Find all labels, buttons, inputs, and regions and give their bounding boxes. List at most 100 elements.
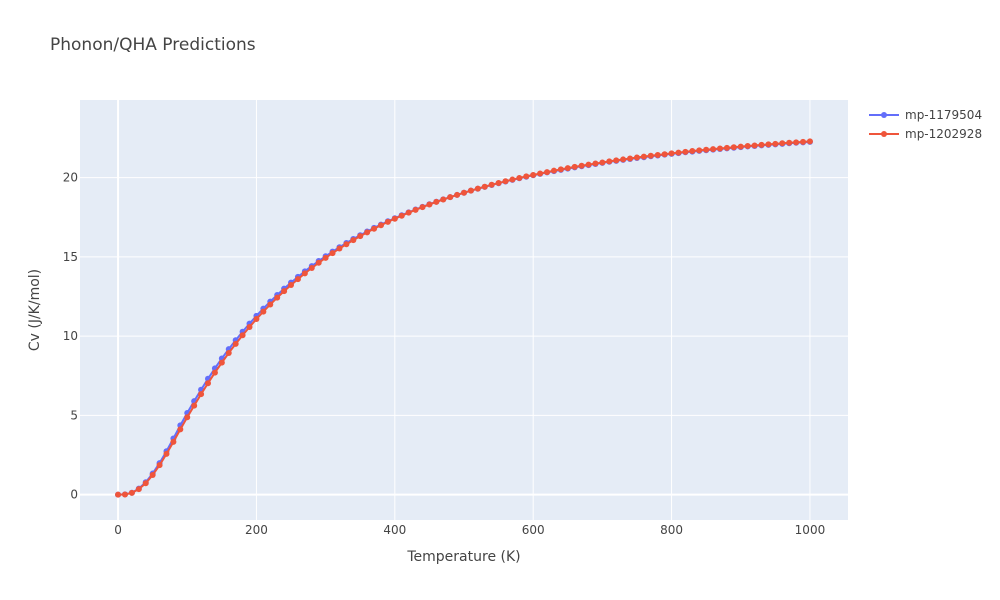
data-point[interactable] [211, 369, 218, 376]
data-point[interactable] [530, 171, 537, 178]
data-point[interactable] [765, 141, 772, 148]
data-point[interactable] [371, 225, 378, 232]
data-point[interactable] [523, 173, 530, 180]
data-point[interactable] [115, 491, 122, 498]
data-point[interactable] [737, 143, 744, 150]
data-point[interactable] [350, 237, 357, 244]
data-point[interactable] [135, 486, 142, 493]
data-point[interactable] [730, 144, 737, 151]
data-point[interactable] [433, 198, 440, 205]
data-point[interactable] [447, 194, 454, 201]
data-point[interactable] [170, 438, 177, 445]
data-point[interactable] [599, 159, 606, 166]
data-point[interactable] [516, 174, 523, 181]
data-point[interactable] [322, 254, 329, 261]
data-point[interactable] [689, 148, 696, 155]
data-point[interactable] [121, 491, 128, 498]
data-point[interactable] [177, 426, 184, 433]
data-point[interactable] [419, 204, 426, 211]
data-point[interactable] [246, 323, 253, 330]
data-point[interactable] [301, 270, 308, 277]
data-point[interactable] [343, 241, 350, 248]
data-point[interactable] [260, 308, 267, 315]
legend[interactable]: mp-1179504 mp-1202928 [869, 108, 982, 141]
data-point[interactable] [184, 414, 191, 421]
data-point[interactable] [800, 138, 807, 145]
data-point[interactable] [267, 301, 274, 308]
data-point[interactable] [198, 391, 205, 398]
data-point[interactable] [467, 187, 474, 194]
data-point[interactable] [391, 215, 398, 222]
data-point[interactable] [786, 139, 793, 146]
data-point[interactable] [571, 163, 578, 170]
data-point[interactable] [751, 142, 758, 149]
data-point[interactable] [779, 140, 786, 147]
plot-area[interactable] [80, 100, 848, 520]
data-point[interactable] [661, 151, 668, 158]
data-point[interactable] [606, 158, 613, 165]
data-point[interactable] [717, 145, 723, 152]
data-point[interactable] [232, 340, 239, 347]
data-point[interactable] [481, 183, 488, 190]
data-point[interactable] [225, 349, 232, 356]
data-point[interactable] [806, 138, 813, 145]
data-point[interactable] [398, 212, 405, 219]
legend-item[interactable]: mp-1179504 [869, 108, 982, 122]
data-point[interactable] [163, 450, 170, 457]
data-point[interactable] [488, 181, 495, 188]
data-point[interactable] [502, 178, 509, 185]
data-point[interactable] [454, 191, 461, 198]
data-point[interactable] [557, 166, 564, 173]
data-point[interactable] [218, 359, 225, 366]
data-point[interactable] [564, 165, 571, 172]
data-point[interactable] [793, 139, 800, 146]
data-point[interactable] [585, 161, 592, 168]
data-point[interactable] [723, 144, 730, 151]
data-point[interactable] [509, 176, 516, 183]
data-point[interactable] [308, 265, 315, 271]
data-point[interactable] [239, 332, 246, 339]
data-point[interactable] [357, 233, 364, 240]
data-point[interactable] [620, 156, 627, 163]
data-point[interactable] [364, 229, 371, 236]
data-point[interactable] [537, 170, 544, 177]
data-point[interactable] [550, 167, 557, 174]
data-point[interactable] [495, 180, 502, 187]
legend-item[interactable]: mp-1202928 [869, 127, 982, 141]
data-point[interactable] [156, 462, 163, 469]
data-point[interactable] [384, 218, 391, 225]
data-point[interactable] [128, 489, 135, 496]
data-point[interactable] [377, 222, 384, 229]
data-point[interactable] [682, 148, 689, 155]
data-point[interactable] [142, 480, 149, 487]
data-point[interactable] [412, 206, 419, 213]
data-point[interactable] [205, 380, 211, 387]
data-point[interactable] [191, 402, 198, 409]
data-point[interactable] [696, 147, 703, 154]
data-point[interactable] [675, 149, 682, 156]
data-point[interactable] [405, 209, 412, 216]
data-point[interactable] [274, 294, 281, 301]
data-point[interactable] [253, 316, 260, 323]
data-point[interactable] [772, 140, 779, 147]
data-point[interactable] [329, 250, 336, 257]
data-point[interactable] [474, 185, 481, 192]
data-point[interactable] [744, 142, 751, 149]
data-point[interactable] [668, 150, 675, 157]
data-point[interactable] [633, 154, 640, 161]
data-point[interactable] [647, 152, 654, 159]
data-point[interactable] [294, 276, 301, 283]
data-point[interactable] [315, 259, 322, 266]
data-point[interactable] [710, 146, 717, 153]
data-point[interactable] [336, 245, 343, 252]
data-point[interactable] [592, 160, 599, 167]
data-point[interactable] [149, 471, 156, 478]
data-point[interactable] [426, 201, 433, 208]
data-point[interactable] [281, 288, 288, 295]
data-point[interactable] [627, 155, 634, 162]
data-point[interactable] [703, 146, 710, 153]
data-point[interactable] [613, 157, 620, 164]
data-point[interactable] [654, 151, 661, 158]
data-point[interactable] [544, 169, 551, 176]
data-point[interactable] [758, 141, 765, 148]
